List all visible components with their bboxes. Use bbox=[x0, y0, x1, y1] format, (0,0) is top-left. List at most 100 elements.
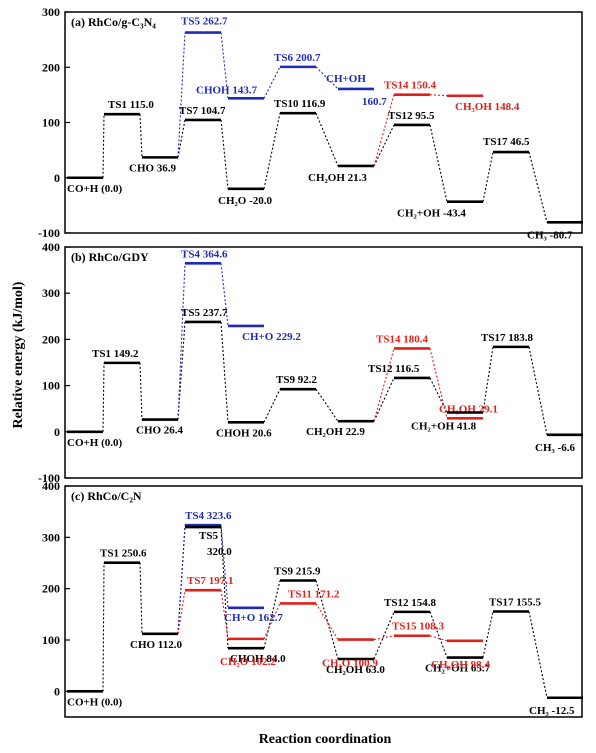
level-label: CH₂O 102.2 bbox=[220, 656, 276, 668]
connector-black bbox=[220, 119, 229, 189]
connector-red bbox=[373, 348, 395, 422]
connector-black bbox=[482, 151, 494, 202]
level-label: TS5 262.7 bbox=[181, 16, 228, 28]
level-label: TS7 197.1 bbox=[187, 575, 233, 587]
level-label: TS1 250.6 bbox=[100, 548, 147, 560]
connector-black bbox=[139, 114, 143, 158]
level-label: CH₂+OH 65.7 bbox=[425, 663, 491, 675]
level-label: CH₂+OH -43.4 bbox=[397, 208, 466, 220]
level-label: TS9 92.2 bbox=[276, 374, 317, 386]
connector-blue bbox=[315, 66, 339, 90]
connector-black bbox=[315, 580, 339, 660]
level-label: CHOH 143.7 bbox=[196, 84, 258, 96]
level-label: TS7 104.7 bbox=[179, 105, 226, 117]
level-label: CH₃OH 98.4 bbox=[431, 659, 490, 671]
y-tick-label: 300 bbox=[42, 286, 60, 300]
panel-title: (c) RhCo/C₂N bbox=[71, 489, 142, 503]
level-label: CH₃OH 148.4 bbox=[455, 101, 520, 113]
connector-black bbox=[102, 114, 105, 178]
level-label: CH₃O 100.9 bbox=[322, 658, 378, 670]
level-label: CH₃ -6.6 bbox=[535, 442, 575, 454]
y-tick-label: 400 bbox=[42, 240, 60, 254]
level-label: CHO 26.4 bbox=[136, 425, 184, 437]
x-axis-title: Reaction coordination bbox=[259, 732, 392, 747]
connector-black bbox=[263, 113, 281, 189]
level-value-label: 320.0 bbox=[207, 546, 232, 558]
level-label: TS9 215.9 bbox=[274, 566, 321, 578]
y-axis-title: Relative energy (kJ/mol) bbox=[11, 281, 26, 428]
level-label: CHO 112.0 bbox=[130, 639, 182, 651]
panel-2: 400 300 200 100 0 -100 (b) RhCo/GDY CO+H (0.0) T… bbox=[38, 240, 583, 485]
level-label: TS17 183.8 bbox=[481, 332, 533, 344]
level-label: TS6 200.7 bbox=[274, 52, 321, 64]
level-label: CH₃ -12.5 bbox=[529, 705, 575, 717]
level-label: CH₂OH 21.3 bbox=[308, 172, 367, 184]
level-label: TS5 bbox=[199, 530, 218, 542]
level-label: TS12 95.5 bbox=[388, 110, 435, 122]
connector-red bbox=[429, 94, 448, 97]
connector-red bbox=[220, 590, 229, 639]
connector-black bbox=[263, 388, 281, 423]
level-label: TS5 237.7 bbox=[181, 307, 228, 319]
level-label: TS4 323.6 bbox=[185, 510, 232, 522]
panel-title: (b) RhCo/GDY bbox=[71, 250, 149, 264]
y-tick-label: 200 bbox=[42, 332, 60, 346]
level-label: CHOH 84.0 bbox=[230, 653, 286, 665]
connector-black bbox=[429, 377, 448, 413]
connector-red bbox=[373, 94, 395, 167]
panel-frame bbox=[64, 246, 583, 479]
connector-black bbox=[429, 124, 448, 202]
level-label: TS11 171.2 bbox=[288, 588, 340, 600]
level-label: CO+H (0.0) bbox=[67, 696, 122, 708]
level-label: CH+O 162.7 bbox=[224, 612, 283, 624]
connector-blue bbox=[220, 263, 229, 326]
connector-black bbox=[528, 346, 548, 435]
panel-title: (a) RhCo/g-C₃N₄ bbox=[71, 15, 156, 29]
connector-black bbox=[528, 611, 548, 698]
panel-frame bbox=[64, 485, 583, 718]
connector-black bbox=[220, 321, 229, 423]
connector-blue bbox=[263, 66, 281, 99]
connector-black bbox=[373, 377, 395, 422]
connector-black bbox=[482, 346, 494, 413]
connector-black bbox=[373, 611, 395, 660]
panels-group: 300 200 100 0 -100 (a) RhCo/g-C₃N₄ CO+H (0.0) T… bbox=[38, 5, 583, 718]
level-label: TS12 154.8 bbox=[384, 597, 436, 609]
level-label: TS14 180.4 bbox=[376, 333, 428, 345]
y-tick-label: 200 bbox=[42, 60, 60, 74]
connector-black bbox=[429, 611, 448, 658]
connector-blue bbox=[177, 263, 186, 420]
level-value-label: 160.7 bbox=[362, 96, 387, 108]
connector-black bbox=[315, 388, 339, 422]
y-tick-label: 100 bbox=[42, 116, 60, 130]
level-label: TS12 116.5 bbox=[368, 363, 420, 375]
y-tick-label: -100 bbox=[38, 471, 60, 485]
y-tick-label: 0 bbox=[54, 684, 60, 698]
connector-black bbox=[315, 112, 339, 167]
y-tick-label: 0 bbox=[54, 425, 60, 439]
connector-black bbox=[482, 611, 494, 658]
connector-red bbox=[373, 635, 395, 641]
y-tick-label: 0 bbox=[54, 171, 60, 185]
y-tick-label: 200 bbox=[42, 582, 60, 596]
y-tick-label: 100 bbox=[42, 379, 60, 393]
level-label: CH₂+OH 41.8 bbox=[411, 420, 477, 432]
level-label: TS1 115.0 bbox=[108, 99, 154, 111]
connector-black bbox=[263, 580, 281, 649]
connector-red bbox=[429, 635, 448, 642]
level-label: CH+O 229.2 bbox=[242, 331, 301, 343]
level-label: CH₂OH 63.0 bbox=[326, 664, 385, 676]
level-label: CH₃ -80.7 bbox=[527, 229, 573, 241]
level-label: TS15 108.3 bbox=[392, 621, 444, 633]
connector-blue bbox=[220, 525, 229, 608]
panel-3: 400 300 200 100 0 (c) RhCo/C₂N CO+H (0.0) TS1 2… bbox=[42, 479, 583, 718]
level-label: TS14 150.4 bbox=[384, 80, 436, 92]
level-label: TS17 155.5 bbox=[489, 597, 541, 609]
connector-blue bbox=[177, 525, 186, 634]
connector-black bbox=[102, 362, 105, 432]
connector-red bbox=[315, 603, 339, 640]
level-label: TS17 46.5 bbox=[483, 136, 530, 148]
y-tick-label: 300 bbox=[42, 530, 60, 544]
level-label: TS4 364.6 bbox=[181, 248, 228, 260]
connector-black bbox=[528, 151, 548, 223]
